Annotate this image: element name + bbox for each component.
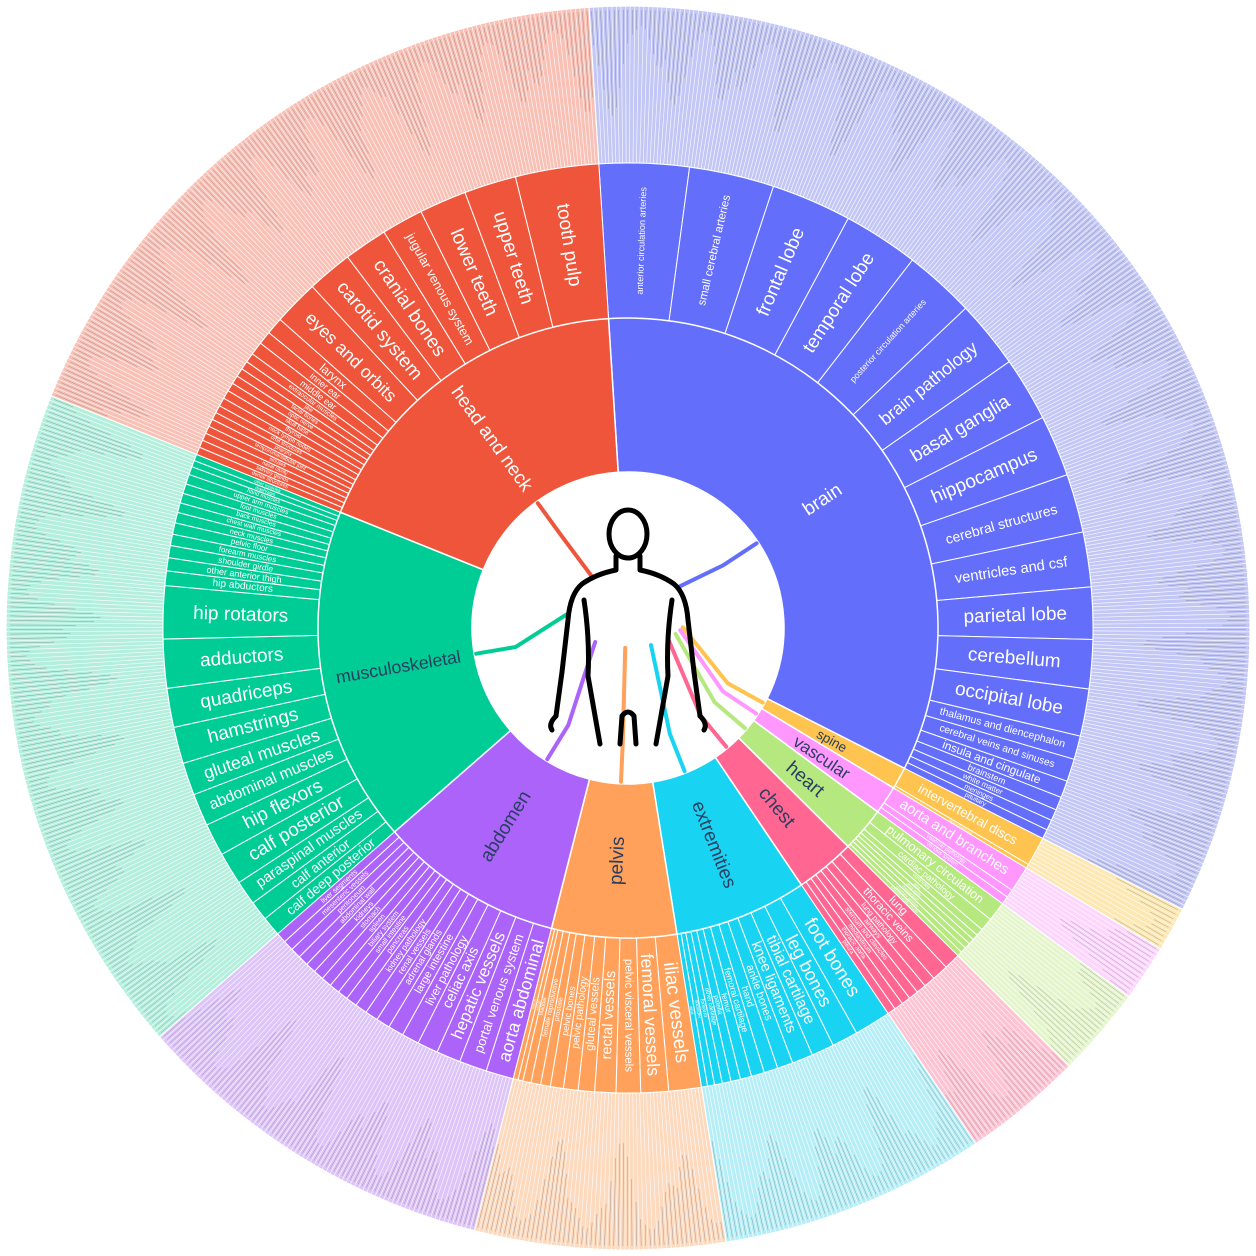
subcategory-label-anterior-circulation-arteries: anterior circulation arteries [635, 186, 649, 294]
outer-leaf-labels-head-and-neck [55, 11, 593, 417]
leader-musculoskeletal [474, 612, 569, 656]
outer-leaf-labels-musculoskeletal [9, 399, 217, 1033]
subcategory-label-bladder: bladder [539, 996, 549, 1016]
outer-leaf-dividers-spine [1028, 841, 1181, 946]
leader-extremities [649, 643, 687, 774]
subcategory-label-rectal-vessels: rectal vessels [599, 970, 619, 1059]
subcategory-label-atria: atria [913, 881, 923, 890]
center-disc [472, 472, 784, 784]
subcategory-label-sacrum: sacrum [535, 999, 541, 1011]
outer-leaf-labels-abdomen [163, 989, 495, 1227]
outer-leaf-dividers-brain [593, 5, 1251, 906]
outer-leaf-labels-vascular [1060, 918, 1157, 993]
outer-leaf-labels-brain [591, 9, 1247, 906]
outer-leaf-dividers-heart [960, 906, 1127, 1064]
outer-leaf-dividers-vascular [1004, 870, 1159, 994]
subcategory-label-shoulder: shoulder [693, 1000, 702, 1020]
subcategory-label-hip-rotators: hip rotators [193, 603, 289, 627]
outer-leaf-labels-spine [1114, 878, 1179, 946]
outer-leaf-dividers-head-and-neck [52, 7, 596, 452]
outer-leaf-dividers-musculoskeletal [5, 399, 276, 1034]
leader-pelvis [619, 645, 628, 784]
outer-leaf-dividers-extremities [704, 1015, 973, 1242]
leader-heart [673, 632, 747, 731]
subcategory-label-prostate: prostate [554, 996, 565, 1022]
leader-head-and-neck [535, 501, 594, 578]
subcategory-label-patella: patella [712, 995, 723, 1016]
human-body-outline-icon [548, 507, 708, 747]
category-label-pelvis: pelvis [606, 836, 629, 885]
outer-leaf-labels-chest [937, 1026, 1065, 1140]
subcategory-label-rectum: rectum [531, 998, 537, 1009]
subcategory-label-pelvic-visceral-vessels: pelvic visceral vessels [622, 959, 634, 1072]
outer-leaf-labels-extremities [711, 1055, 972, 1238]
leader-spine [680, 625, 765, 705]
outer-leaf-labels-pelvis [477, 1139, 724, 1247]
outer-leaf-dividers-pelvis [478, 1079, 723, 1251]
subcategory-label-jaw: jaw [302, 404, 314, 415]
subcategory-label-wrist: wrist [689, 1006, 695, 1016]
subcategory-label-forearm: forearm [699, 998, 709, 1018]
leader-vascular [678, 628, 759, 716]
category-ring: brainspinevascularheartchestextremitiesp… [317, 317, 939, 939]
leader-brain [678, 541, 759, 589]
subcategory-label-parietal-lobe: parietal lobe [963, 603, 1067, 627]
outer-leaf-dividers-abdomen [162, 936, 511, 1230]
outer-leaf-dividers-chest [890, 957, 1067, 1142]
outer-leaf-labels-heart [1008, 963, 1125, 1063]
outer-ring [5, 5, 1251, 1251]
